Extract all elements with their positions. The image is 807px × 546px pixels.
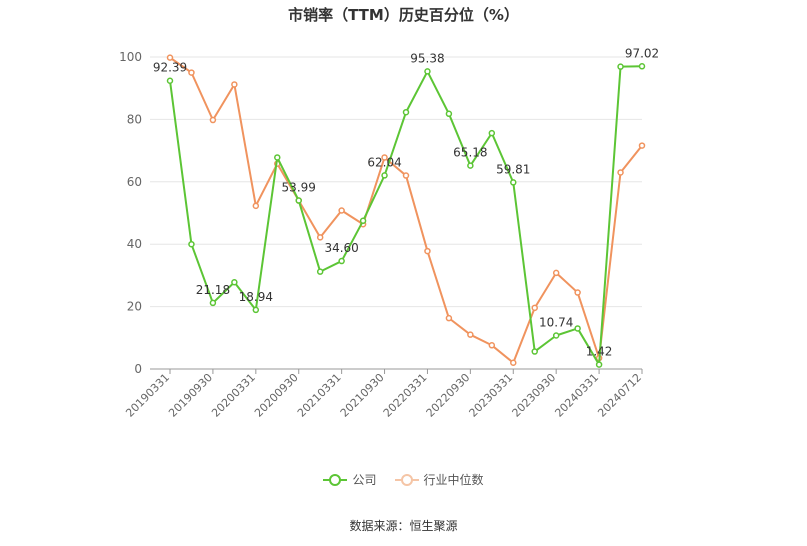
x-tick-label: 20190331 (123, 371, 172, 420)
industry-median-point (252, 202, 260, 210)
industry-median-point (445, 314, 453, 322)
industry-median-point (338, 207, 345, 214)
company-point (445, 110, 453, 118)
data-label: 95.38 (410, 51, 444, 65)
company-point (359, 217, 367, 225)
company-point (188, 240, 195, 248)
y-tick-label: 60 (127, 175, 142, 189)
company-point (424, 68, 431, 75)
company-point (531, 348, 538, 355)
company-point (338, 257, 345, 265)
x-tick-label: 20220930 (424, 371, 473, 420)
x-tick-label: 20220331 (381, 371, 430, 420)
company-point (638, 63, 646, 70)
legend-company-icon (323, 473, 348, 486)
legend-item-industry-median[interactable]: 行业中位数 (394, 471, 484, 488)
company-point (209, 299, 217, 307)
company-point (166, 77, 174, 84)
data-label: 1.42 (586, 345, 613, 359)
industry-median-point (467, 331, 474, 338)
company-point (295, 197, 302, 204)
industry-median-point (316, 234, 324, 241)
industry-median-point (188, 69, 195, 76)
legend-item-company[interactable]: 公司 (323, 471, 377, 488)
industry-median-point (209, 116, 217, 124)
axes: 0 20 40 60 80 100 2019033120190930202003312020… (119, 50, 644, 420)
legend-industry-icon (394, 473, 419, 486)
chart-title: 市销率（TTM）历史百分位（%） (288, 6, 519, 24)
industry-median-point (231, 81, 238, 88)
industry-median-point (166, 54, 174, 61)
data-label: 62.04 (367, 155, 401, 169)
y-tick-label: 40 (127, 237, 142, 251)
x-tick-label: 20210930 (338, 371, 387, 420)
industry-median-point (402, 172, 410, 179)
data-label: 18.94 (239, 290, 273, 304)
industry-median-point (531, 304, 538, 312)
x-tick-label: 20240712 (595, 371, 644, 420)
company-point (381, 172, 388, 179)
company-point (595, 361, 603, 368)
x-tick-label: 20200331 (209, 371, 258, 420)
data-label: 34.60 (324, 241, 358, 255)
grid-lines (150, 56, 642, 308)
legend: 公司 行业中位数 (0, 471, 807, 488)
company-point (402, 108, 410, 116)
company-point (252, 306, 260, 314)
data-label: 65.18 (453, 146, 487, 160)
industry-median-point (552, 269, 560, 277)
x-tick-label: 20190930 (166, 371, 215, 420)
industry-median-point (510, 359, 517, 367)
y-tick-label: 100 (119, 50, 142, 64)
company-point (488, 129, 496, 137)
x-tick-label: 20210331 (295, 371, 344, 420)
data-label: 97.02 (625, 46, 659, 60)
legend-company-label: 公司 (352, 473, 377, 487)
series-lines (166, 54, 646, 368)
legend-industry-label: 行业中位数 (423, 473, 484, 487)
company-point (316, 268, 324, 275)
x-tick-label: 20230331 (467, 371, 516, 420)
data-label: 10.74 (539, 315, 573, 329)
industry-median-point (638, 142, 646, 149)
x-tick-label: 20200930 (252, 371, 301, 420)
data-label: 53.99 (282, 181, 316, 195)
industry-median-point (488, 342, 496, 349)
industry-median-point (574, 289, 581, 296)
company-point (552, 332, 560, 339)
data-label: 92.39 (153, 61, 187, 75)
data-label: 59.81 (496, 162, 530, 176)
data-labels: 92.39 21.18 18.94 53.99 34.60 62.04 95.38 65.18… (153, 46, 659, 358)
industry-median-point (381, 154, 388, 161)
industry-median-point (424, 247, 431, 255)
y-tick-label: 80 (127, 112, 142, 126)
y-tick-label: 20 (127, 300, 142, 314)
company-point (274, 154, 281, 161)
company-point (510, 179, 517, 186)
data-source: 数据来源：恒生聚源 (349, 519, 458, 533)
industry-median-point (617, 169, 624, 176)
y-tick-label: 0 (134, 362, 142, 376)
company-point (574, 325, 581, 332)
x-tick-label: 20240331 (552, 371, 601, 420)
company-point (617, 63, 624, 70)
data-label: 21.18 (196, 283, 230, 297)
x-tick-label: 20230930 (510, 371, 559, 420)
company-point (467, 162, 474, 169)
company-point (231, 279, 238, 286)
